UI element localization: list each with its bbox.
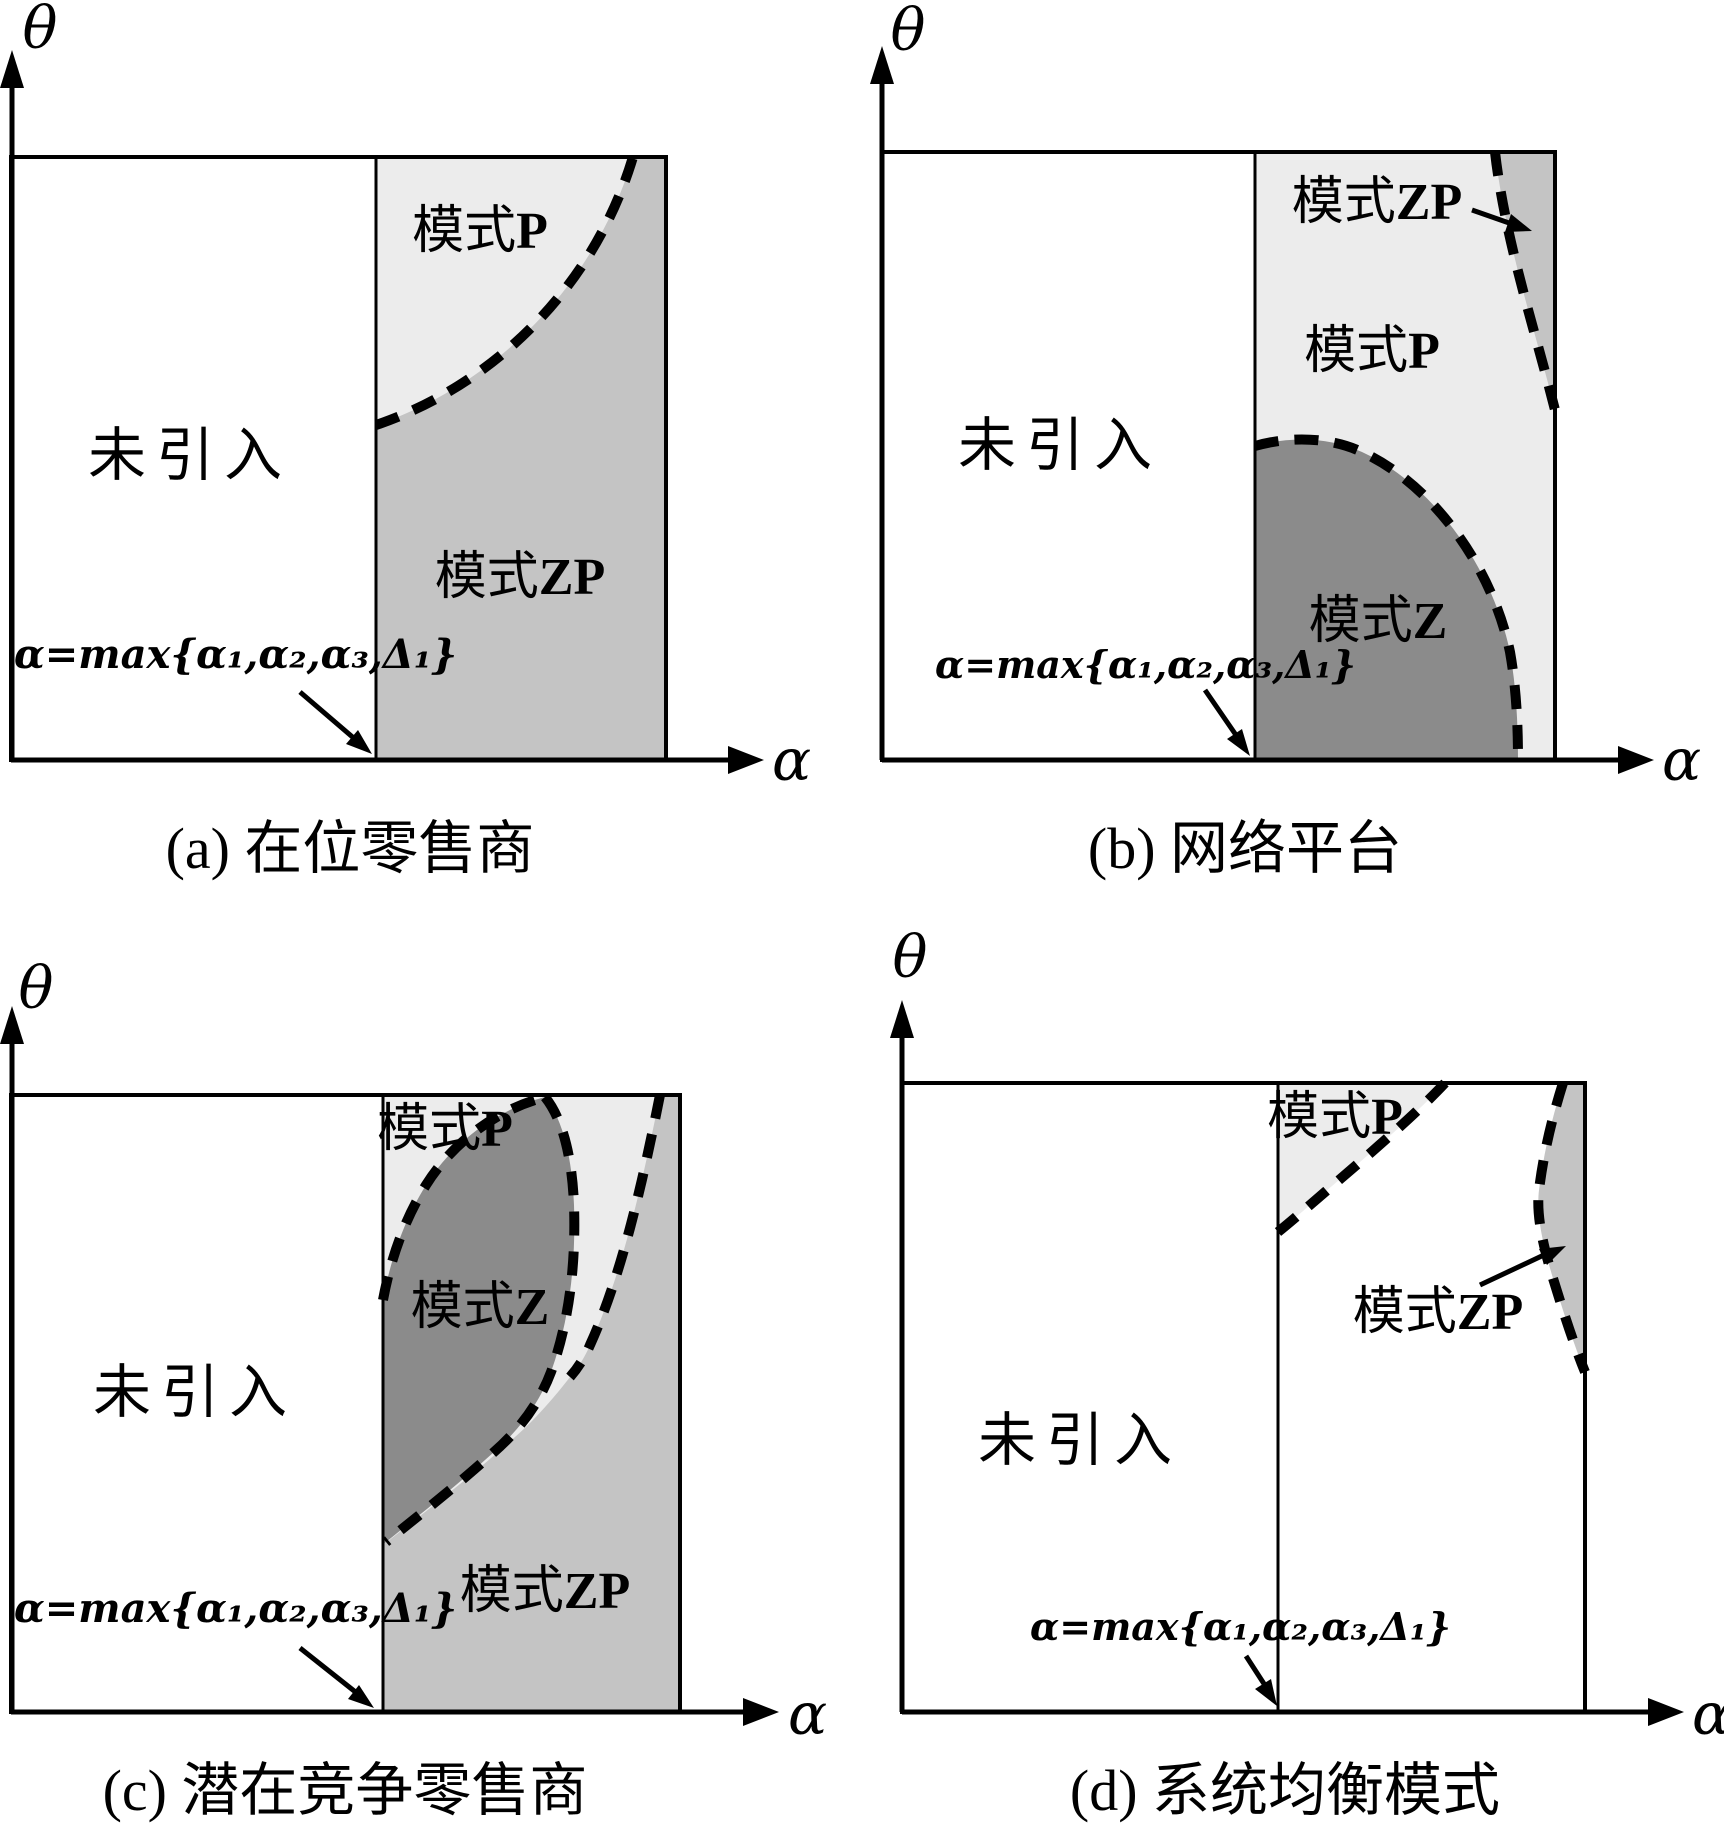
label-threshold-d: α=max{α₁,α₂,α₃,Δ₁}: [1030, 1604, 1451, 1649]
boundary-p-zp-b: [1490, 151, 1560, 412]
threshold-arrow-a: [298, 690, 358, 742]
x-axis-arrowhead-d: [1648, 1698, 1684, 1726]
boundary-z-left-c: [378, 1092, 547, 1301]
label-threshold-b: α=max{α₁,α₂,α₃,Δ₁}: [935, 642, 1356, 687]
threshold-arrowhead-b: [1227, 729, 1250, 756]
y-axis-label-a: θ: [23, 0, 58, 62]
label-mode-p-d: 模式P: [1267, 1089, 1403, 1146]
panel-b: θ α 未引入 模式ZP 模式P 模式Z α=max{α₁,α₂,α₃,Δ₁} …: [870, 0, 1701, 881]
x-axis-label-b: α: [1662, 726, 1701, 794]
y-axis-label-c: θ: [19, 954, 54, 1022]
threshold-arrow-b: [1202, 688, 1241, 740]
x-axis-label-c: α: [788, 1680, 827, 1748]
label-mode-z-b: 模式Z: [1309, 593, 1448, 650]
boundary-z-p-b: [1253, 434, 1523, 761]
threshold-arrow-c: [298, 1646, 360, 1696]
label-mode-zp-d: 模式ZP: [1353, 1284, 1523, 1341]
panel-c: θ α 未引入 模式P 模式Z 模式ZP α=max{α₁,α₂,α₃,Δ₁} …: [0, 954, 827, 1823]
y-axis-label-b: θ: [891, 0, 926, 64]
y-axis-arrowhead-c: [0, 1006, 24, 1044]
region-mode-zp-c: [383, 1095, 680, 1712]
zp-pointer-arrowhead-b: [1505, 214, 1532, 232]
label-mode-p-a: 模式P: [412, 203, 548, 260]
x-axis-label-d: α: [1692, 1680, 1724, 1748]
label-mode-p-b: 模式P: [1304, 323, 1440, 380]
boundary-zp-c: [566, 1094, 665, 1381]
x-axis-arrowhead-b: [1618, 746, 1654, 774]
caption-b: (b) 网络平台: [1088, 816, 1402, 881]
label-mode-zp-a: 模式ZP: [435, 549, 605, 606]
zp-pointer-arrowhead-d: [1539, 1246, 1566, 1265]
label-threshold-a: α=max{α₁,α₂,α₃,Δ₁}: [14, 631, 457, 678]
label-not-introduced-b: 未引入: [958, 413, 1162, 478]
caption-a: (a) 在位零售商: [166, 816, 535, 881]
caption-c: (c) 潜在竞争零售商: [103, 1758, 588, 1823]
threshold-arrowhead-d: [1255, 1679, 1277, 1706]
panel-d: θ α 未引入 模式P 模式ZP α=max{α₁,α₂,α₃,Δ₁} (d) …: [890, 923, 1724, 1823]
caption-d: (d) 系统均衡模式: [1070, 1758, 1500, 1823]
region-mode-zp-a: [376, 157, 666, 760]
region-mode-z-b: [1255, 439, 1518, 760]
label-not-introduced-a: 未引入: [88, 423, 292, 488]
label-mode-zp-c: 模式ZP: [460, 1563, 630, 1620]
x-axis-arrowhead-c: [743, 1698, 779, 1726]
y-axis-arrowhead-b: [870, 46, 894, 84]
y-axis-arrowhead-d: [890, 1000, 914, 1038]
y-axis-arrowhead-a: [0, 50, 24, 88]
y-axis-label-d: θ: [893, 923, 928, 991]
x-axis-label-a: α: [772, 726, 811, 794]
label-not-introduced-d: 未引入: [978, 1408, 1182, 1473]
x-axis-arrowhead-a: [728, 746, 764, 774]
threshold-arrowhead-c: [348, 1685, 374, 1708]
label-mode-zp-b: 模式ZP: [1292, 174, 1462, 231]
region-mode-p-a: [376, 157, 633, 425]
label-threshold-c: α=max{α₁,α₂,α₃,Δ₁}: [14, 1585, 457, 1632]
region-mode-z-c: [383, 1097, 575, 1545]
panel-a: θ α 未引入 模式P 模式ZP α=max{α₁,α₂,α₃,Δ₁} (a) …: [0, 0, 811, 881]
zp-pointer-arrow-b: [1471, 207, 1513, 227]
boundary-zp-d: [1533, 1081, 1590, 1374]
region-mode-zp-d: [1538, 1083, 1585, 1372]
threshold-arrowhead-a: [346, 730, 372, 754]
boundary-z-right-c: [382, 1093, 580, 1546]
label-mode-p-c: 模式P: [377, 1101, 513, 1158]
zp-pointer-arrow-d: [1478, 1251, 1548, 1288]
boundary-p-d: [1274, 1079, 1449, 1236]
label-not-introduced-c: 未引入: [93, 1360, 297, 1425]
boundary-p-zp-a: [374, 155, 638, 430]
label-mode-z-c: 模式Z: [411, 1279, 550, 1336]
